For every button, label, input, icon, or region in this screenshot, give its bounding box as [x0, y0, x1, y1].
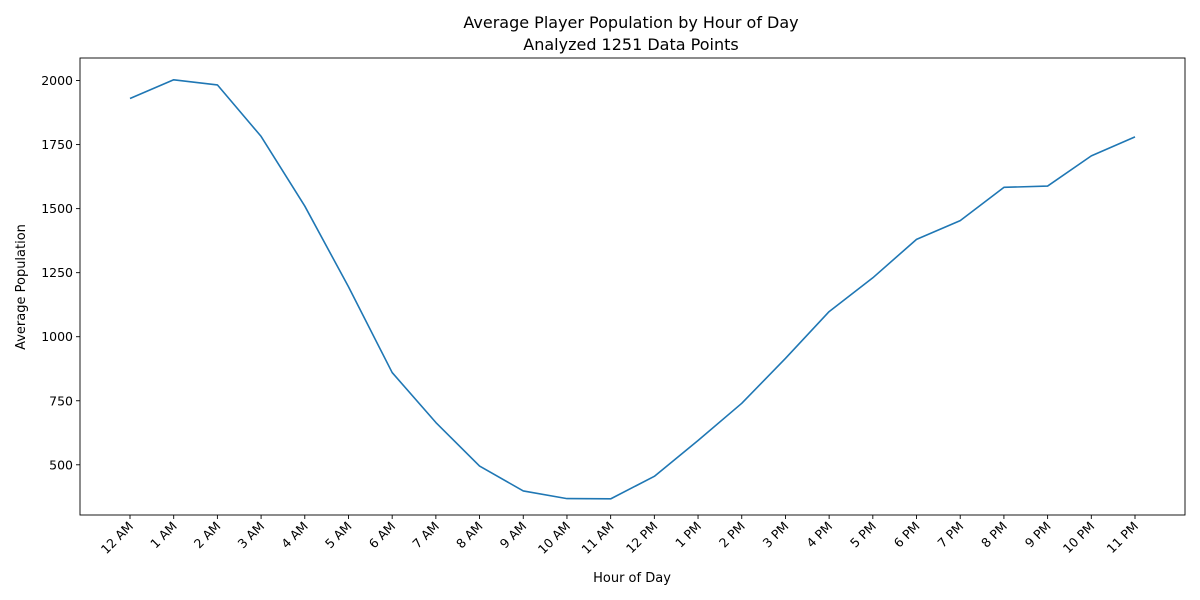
y-tick-label: 500 — [49, 457, 73, 472]
chart-subtitle: Analyzed 1251 Data Points — [523, 35, 738, 54]
y-tick-label: 1000 — [41, 329, 73, 344]
x-tick-label: 4 AM — [278, 519, 311, 552]
plot-area: 500 750 1000 1250 1500 1750 2000 12 AM 1 AM 2 AM 3… — [41, 57, 1186, 557]
y-tick-label: 1750 — [41, 137, 73, 152]
x-tick-label: 11 PM — [1104, 519, 1142, 557]
x-tick-label: 11 AM — [578, 519, 616, 557]
x-tick-label: 10 PM — [1060, 519, 1098, 557]
y-tick-label: 750 — [49, 393, 73, 408]
y-tick-label: 1250 — [41, 265, 73, 280]
x-tick-label: 12 AM — [98, 519, 136, 557]
x-tick-label: 9 PM — [1022, 519, 1054, 551]
x-tick-label: 2 PM — [716, 519, 748, 551]
x-tick-label: 1 AM — [147, 519, 180, 552]
y-axis-label: Average Population — [14, 224, 29, 350]
x-tick-label: 3 PM — [760, 519, 792, 551]
x-tick-label: 5 AM — [322, 519, 355, 552]
y-tick-label: 1500 — [41, 201, 73, 216]
x-tick-label: 2 AM — [191, 519, 224, 552]
x-tick-label: 3 AM — [234, 519, 267, 552]
x-tick-label: 7 PM — [934, 519, 966, 551]
x-tick-label: 6 PM — [891, 519, 923, 551]
x-tick-label: 10 AM — [535, 519, 573, 557]
x-tick-label: 8 PM — [978, 519, 1010, 551]
x-tick-label: 4 PM — [803, 519, 835, 551]
x-tick-label: 12 PM — [623, 519, 661, 557]
series-line — [129, 78, 1136, 500]
x-tick-label: 8 AM — [453, 519, 486, 552]
x-tick-label: 7 AM — [409, 519, 442, 552]
y-tick-label: 2000 — [41, 73, 73, 88]
plot-frame — [79, 57, 1186, 516]
x-tick-label: 5 PM — [847, 519, 879, 551]
x-tick-label: 9 AM — [497, 519, 530, 552]
x-axis-label: Hour of Day — [593, 571, 671, 586]
x-tick-label: 1 PM — [672, 519, 704, 551]
x-tick-label: 6 AM — [366, 519, 399, 552]
chart-title: Average Player Population by Hour of Day — [463, 13, 798, 32]
